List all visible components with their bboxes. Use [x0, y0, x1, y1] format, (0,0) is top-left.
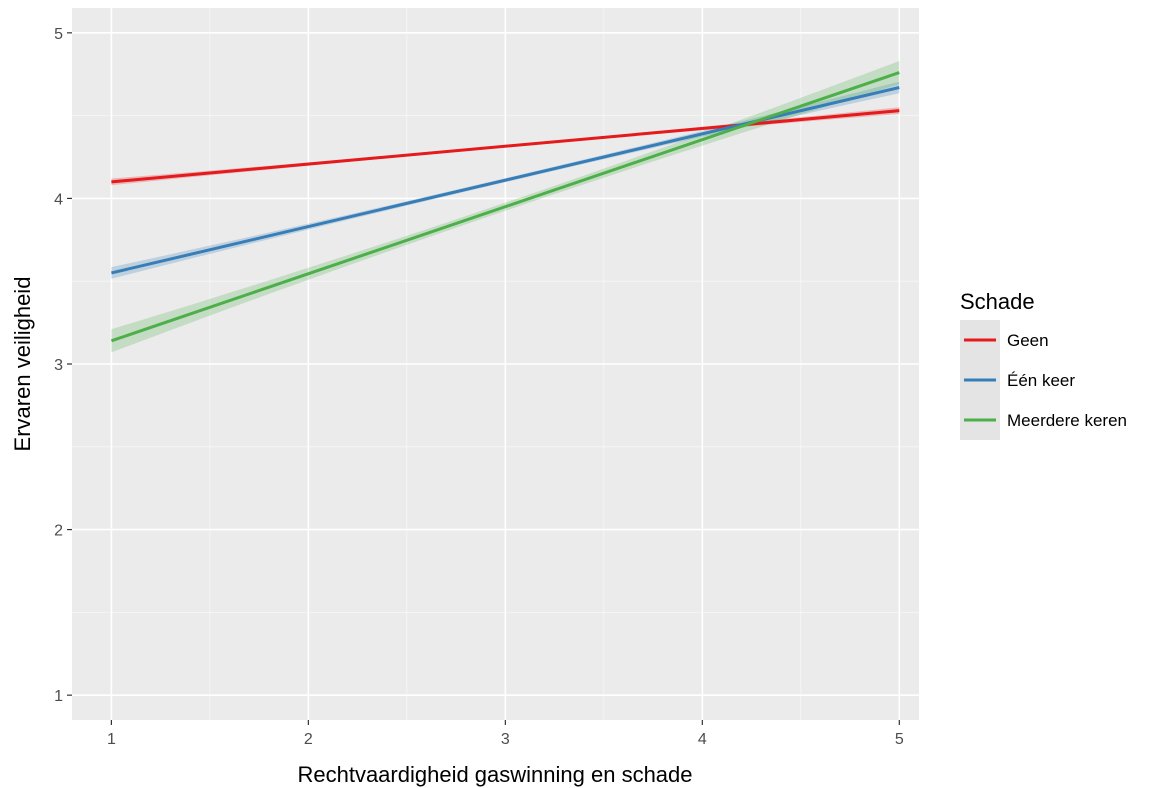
y-axis-title: Ervaren veiligheid: [10, 277, 35, 452]
x-tick-label: 1: [107, 731, 116, 748]
series-line: [111, 109, 900, 184]
series-line: [110, 71, 900, 343]
y-tick-label: 4: [54, 191, 63, 208]
y-tick-label: 3: [54, 357, 63, 374]
x-axis: 1 2 3 4 5: [107, 720, 904, 748]
legend-label: Meerdere keren: [1007, 411, 1127, 430]
x-tick-label: 5: [895, 731, 904, 748]
x-tick-label: 4: [698, 731, 707, 748]
legend-title: Schade: [960, 289, 1035, 314]
legend-label: Één keer: [1007, 371, 1075, 390]
y-axis: 1 2 3 4 5: [54, 26, 72, 705]
y-tick-label: 1: [54, 688, 63, 705]
y-tick-label: 2: [54, 523, 63, 540]
series-lines: [110, 71, 900, 343]
y-tick-label: 5: [54, 26, 63, 43]
major-gridlines: [72, 8, 919, 720]
legend-label: Geen: [1007, 331, 1049, 350]
legend: Schade Geen Één keer Meerdere keren: [960, 289, 1127, 440]
x-tick-label: 2: [304, 731, 313, 748]
x-axis-title: Rechtvaardigheid gaswinning en schade: [297, 762, 692, 787]
x-tick-label: 3: [501, 731, 510, 748]
